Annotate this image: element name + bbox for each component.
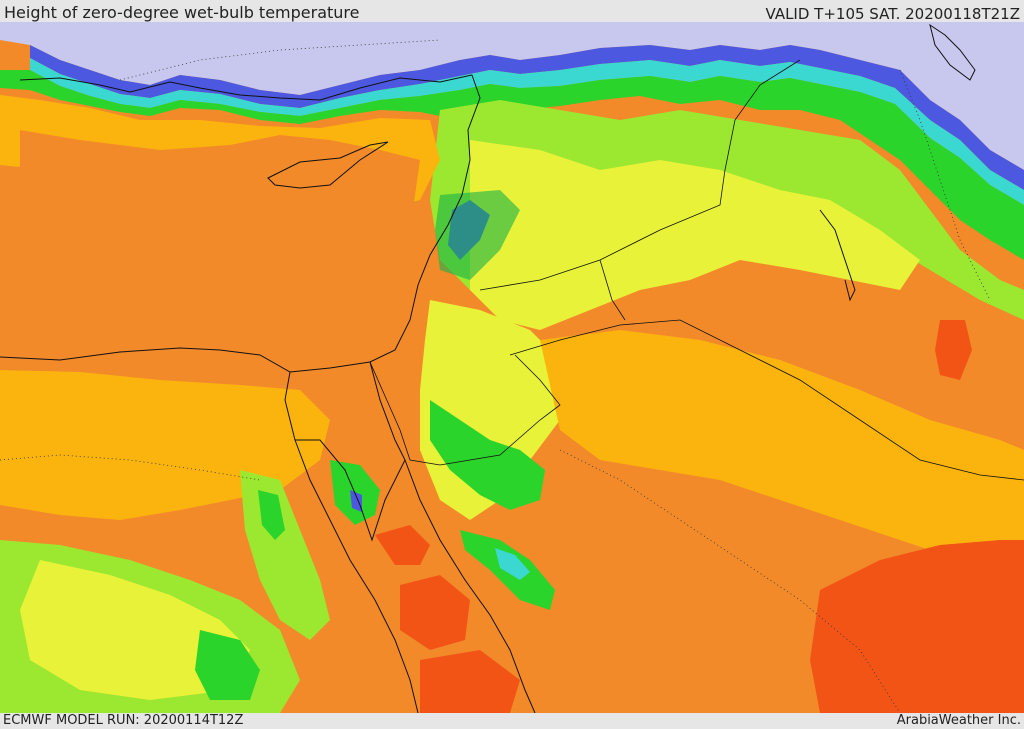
footer-bar: ECMWF MODEL RUN: 20200114T12Z ArabiaWeat… (0, 713, 1024, 729)
field-below-ground (0, 22, 1024, 170)
coast-gulf (819, 209, 856, 302)
field-green-north (0, 70, 1024, 260)
credit-label: ArabiaWeather Inc. (896, 713, 1021, 728)
map-title: Height of zero-degree wet-bulb temperatu… (4, 3, 360, 22)
field-yellow-syria (470, 140, 920, 330)
coast-levant (369, 74, 481, 363)
field-cyan-band (30, 58, 1024, 205)
border-sinai (369, 361, 441, 466)
field-green-lebanon (435, 190, 520, 280)
header-bar: Height of zero-degree wet-bulb temperatu… (0, 0, 1024, 23)
coast-cyprus (267, 141, 389, 189)
province-lines (0, 39, 991, 713)
field-blue-sinai (350, 490, 362, 512)
coast-caspian (929, 23, 976, 81)
field-red-redsea (375, 525, 430, 565)
coast-mediterranean-south (0, 347, 371, 373)
forecast-map-svg (0, 22, 1024, 713)
coast-turkey-south (19, 74, 473, 101)
model-run-label: ECMWF MODEL RUN: 20200114T12Z (3, 713, 244, 728)
valid-time: VALID T+105 SAT. 20200118T21Z (765, 5, 1020, 23)
border-jordan-iraq (599, 259, 626, 321)
field-green-jordan (430, 400, 545, 510)
border-jordan (439, 354, 561, 466)
borders (369, 59, 1024, 481)
field-gold-east (540, 330, 1024, 560)
field-red-yemen (420, 650, 520, 713)
field-orange-med (20, 130, 420, 362)
dotted-line-egypt (0, 454, 261, 481)
weather-map (0, 22, 1024, 713)
field-green-southwest (195, 630, 260, 700)
coast-red-sea-east (404, 459, 536, 713)
field-red-sudan (400, 575, 470, 650)
coast-red-sea-west (284, 371, 419, 713)
border-jordan-saudi (509, 319, 1024, 481)
field-green-nile (258, 490, 285, 540)
coastlines (0, 23, 976, 713)
coast-sinai (295, 361, 406, 542)
field-red-southeast (810, 540, 1024, 713)
field-red-gulf (935, 320, 972, 380)
border-syria-iraq (479, 59, 801, 291)
field-cyan-hejaz (495, 548, 530, 580)
field-yellow-southwest (20, 560, 250, 700)
